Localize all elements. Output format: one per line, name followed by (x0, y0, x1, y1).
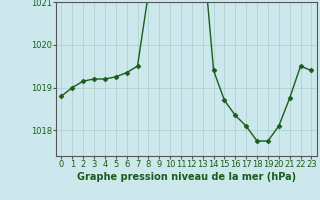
X-axis label: Graphe pression niveau de la mer (hPa): Graphe pression niveau de la mer (hPa) (77, 172, 296, 182)
